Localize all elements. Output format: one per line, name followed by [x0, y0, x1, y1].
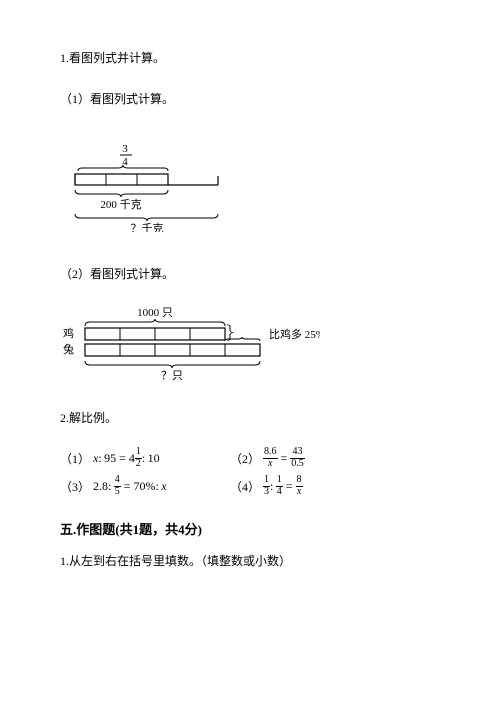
d1-bottom-label: ？千克: [131, 222, 164, 232]
d1-mid-label: 200 千克: [100, 198, 141, 211]
q2-title: 2.解比例。: [60, 410, 440, 427]
d2-right-label: 比鸡多 25%: [269, 327, 320, 341]
page: 1.看图列式并计算。 （1）看图列式计算。 3 4: [0, 0, 500, 600]
eq1: （1） x: 95 = 4 12 : 10: [60, 447, 230, 469]
q1-sub2: （2）看图列式计算。: [60, 266, 440, 283]
eq4: （4） 13 : 14 = 8x: [230, 475, 303, 497]
d2-rabbit-label: 兔: [63, 342, 74, 356]
d2-bottom-label: ？只: [161, 370, 183, 382]
eq-row-2: （3） 2.8: 45 = 70%: x （4） 13 : 14 = 8x: [60, 475, 440, 497]
q1-title: 1.看图列式并计算。: [60, 50, 440, 67]
d2-chicken-label: 鸡: [63, 326, 74, 340]
d2-top-label: 1000 只: [137, 307, 173, 319]
section5-q1: 1.从左到右在括号里填数。（填整数或小数）: [60, 553, 440, 570]
d1-frac-num: 3: [122, 143, 128, 155]
eq2: （2） 8.6x = 430.5: [230, 447, 305, 469]
eq3: （3） 2.8: 45 = 70%: x: [60, 475, 230, 497]
q1-sub1: （1）看图列式计算。: [60, 91, 440, 108]
section5-heading: 五.作图题(共1题，共4分): [60, 521, 440, 539]
diagram-2: 1000 只 鸡 兔: [60, 306, 440, 386]
diagram-1: 3 4 200 千克 ？千克: [60, 142, 440, 232]
eq-row-1: （1） x: 95 = 4 12 : 10 （2） 8.6x = 430.5: [60, 447, 440, 469]
